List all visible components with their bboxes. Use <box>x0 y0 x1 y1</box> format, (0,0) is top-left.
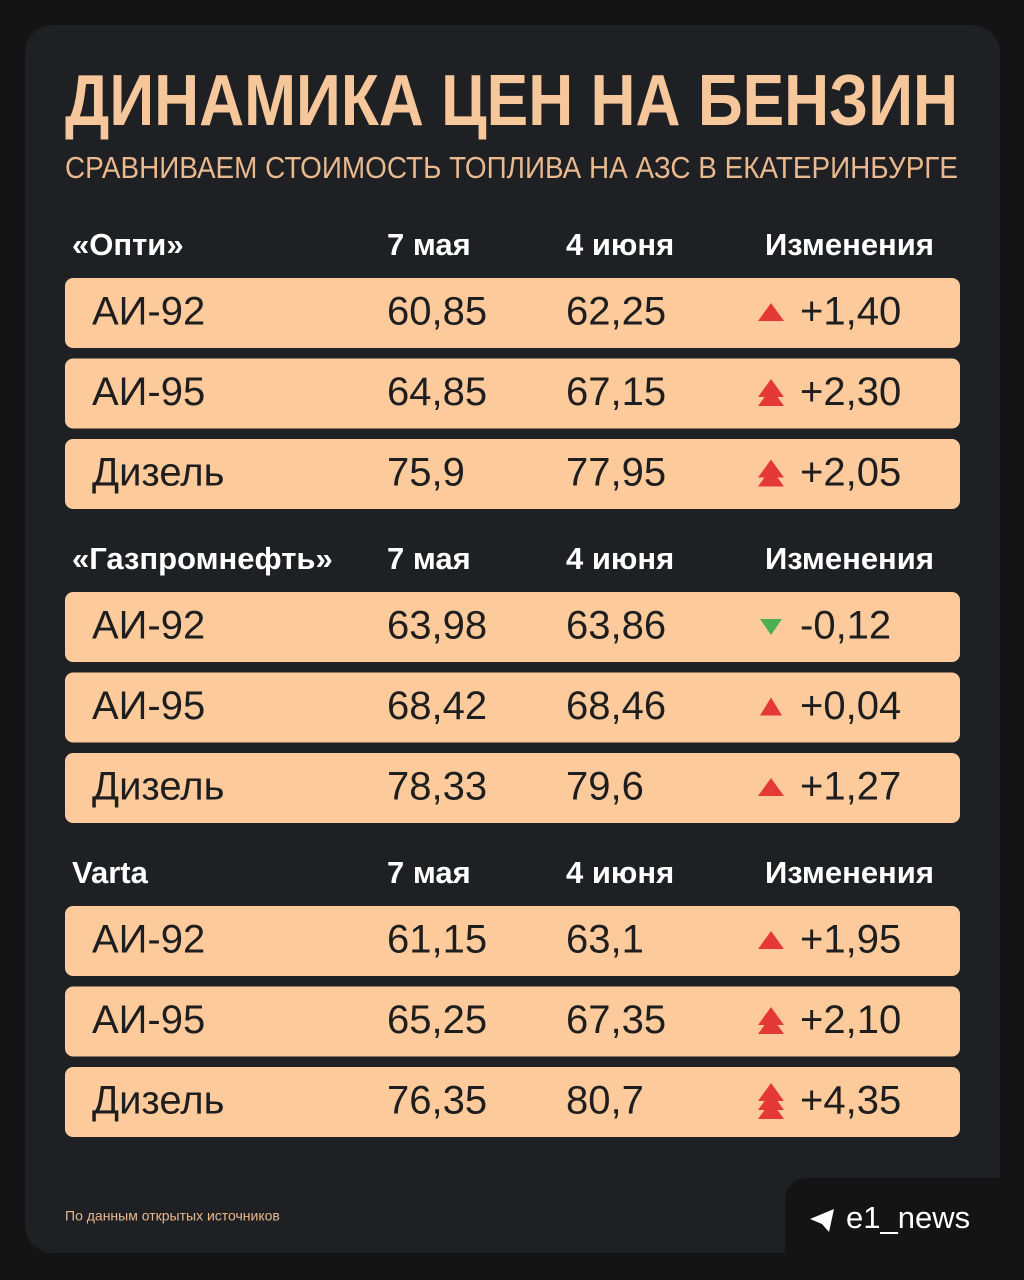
cell: +0,04 <box>800 684 901 728</box>
table-row: Дизель 75,9 77,95 +2,05 <box>65 439 960 509</box>
cell: АИ-95 <box>92 370 205 414</box>
cell: +2,10 <box>800 998 901 1042</box>
cell: 63,86 <box>566 604 666 648</box>
row-background <box>65 592 960 662</box>
column-header: Изменения <box>765 855 934 890</box>
cell: 68,42 <box>387 684 487 728</box>
trend-arrow <box>758 468 784 487</box>
cell: 60,85 <box>387 290 487 334</box>
cell: 80,7 <box>566 1079 644 1123</box>
cell: 79,6 <box>566 765 644 809</box>
cell: +1,95 <box>800 918 901 962</box>
section-name: «Опти» <box>72 227 184 262</box>
column-header: 4 июня <box>566 855 674 890</box>
cell: +1,27 <box>800 765 901 809</box>
cell: АИ-95 <box>92 684 205 728</box>
cell: 67,35 <box>566 998 666 1042</box>
column-header: 7 мая <box>387 227 471 262</box>
column-header: Изменения <box>765 541 934 576</box>
cell: 78,33 <box>387 765 487 809</box>
source-note: По данным открытых источников <box>65 1208 280 1224</box>
cell: АИ-92 <box>92 604 205 648</box>
row-background <box>65 1067 960 1137</box>
subtitle: СРАВНИВАЕМ СТОИМОСТЬ ТОПЛИВА НА АЗС В ЕК… <box>65 150 958 185</box>
cell: 77,95 <box>566 451 666 495</box>
column-header: 4 июня <box>566 541 674 576</box>
column-header: Изменения <box>765 227 934 262</box>
trend-arrow <box>758 303 784 321</box>
row-background <box>65 358 960 429</box>
row-background <box>65 672 960 743</box>
tables: «Опти» 7 мая 4 июня Изменения АИ-92 60,85 62,2… <box>65 227 960 1137</box>
brand: e1_news <box>846 1200 970 1235</box>
trend-arrow <box>758 778 784 796</box>
column-header: 7 мая <box>387 855 471 890</box>
table-row: АИ-95 65,25 67,35 +2,10 <box>65 986 960 1057</box>
cell: АИ-92 <box>92 918 205 962</box>
cell: 65,25 <box>387 998 487 1042</box>
cell: АИ-92 <box>92 290 205 334</box>
cell: 67,15 <box>566 370 666 414</box>
row-background <box>65 439 960 509</box>
cell: 76,35 <box>387 1079 487 1123</box>
section-name: «Газпромнефть» <box>72 541 333 576</box>
trend-arrow <box>758 388 784 406</box>
row-background <box>65 906 960 976</box>
column-header: 4 июня <box>566 227 674 262</box>
table-row: АИ-92 61,15 63,1 +1,95 <box>65 906 960 976</box>
trend-arrow <box>760 697 782 716</box>
trend-arrow <box>760 619 782 635</box>
cell: 62,25 <box>566 290 666 334</box>
trend-arrow <box>758 1016 784 1034</box>
table-row: АИ-92 60,85 62,25 +1,40 <box>65 278 960 348</box>
cell: +4,35 <box>800 1079 901 1123</box>
row-background <box>65 753 960 823</box>
table-row: АИ-95 68,42 68,46 +0,04 <box>65 672 960 743</box>
cell: +2,05 <box>800 451 901 495</box>
cell: 63,98 <box>387 604 487 648</box>
table-row: АИ-95 64,85 67,15 +2,30 <box>65 358 960 429</box>
cell: Дизель <box>92 1079 224 1123</box>
trend-arrow <box>758 1101 784 1119</box>
cell: АИ-95 <box>92 998 205 1042</box>
cell: Дизель <box>92 451 224 495</box>
table-row: Дизель 78,33 79,6 +1,27 <box>65 753 960 823</box>
cell: 75,9 <box>387 451 465 495</box>
title: ДИНАМИКА ЦЕН НА БЕНЗИН <box>65 61 958 141</box>
brand-tab <box>785 1178 1000 1253</box>
cell: 68,46 <box>566 684 666 728</box>
table-row: АИ-92 63,98 63,86 -0,12 <box>65 592 960 662</box>
cell: -0,12 <box>800 604 891 648</box>
row-background <box>65 986 960 1057</box>
cell: Дизель <box>92 765 224 809</box>
cell: 63,1 <box>566 918 644 962</box>
table-row: Дизель 76,35 80,7 +4,35 <box>65 1067 960 1137</box>
cell: +1,40 <box>800 290 901 334</box>
section-name: Varta <box>72 855 149 890</box>
cell: 64,85 <box>387 370 487 414</box>
telegram-icon <box>810 1209 834 1232</box>
trend-arrow <box>758 931 784 949</box>
row-background <box>65 278 960 348</box>
cell: 61,15 <box>387 918 487 962</box>
column-header: 7 мая <box>387 541 471 576</box>
cell: +2,30 <box>800 370 901 414</box>
